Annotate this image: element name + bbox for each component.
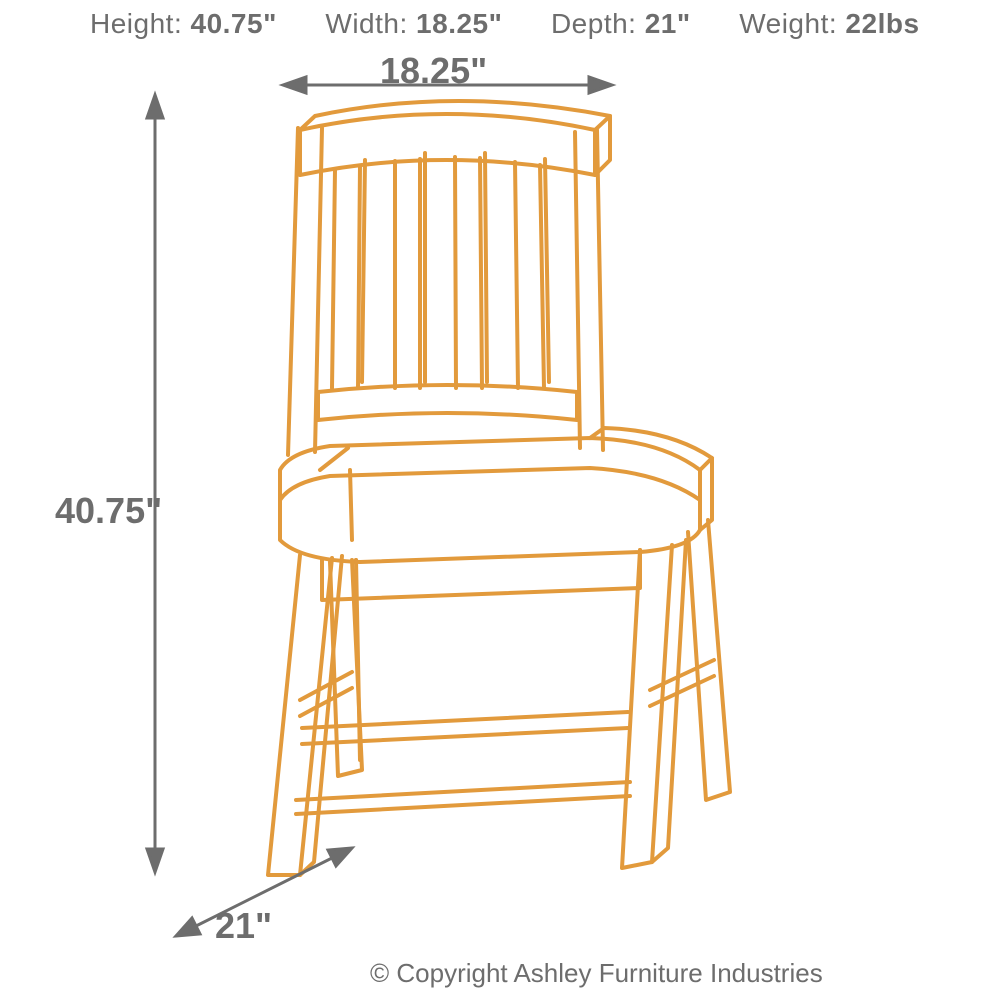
height-callout: 40.75" (55, 490, 162, 532)
width-callout: 18.25" (380, 50, 487, 92)
copyright-text: © Copyright Ashley Furniture Industries (370, 958, 823, 989)
diagram-canvas: Height: 40.75" Width: 18.25" Depth: 21" … (0, 0, 1000, 1000)
depth-callout: 21" (215, 905, 272, 947)
